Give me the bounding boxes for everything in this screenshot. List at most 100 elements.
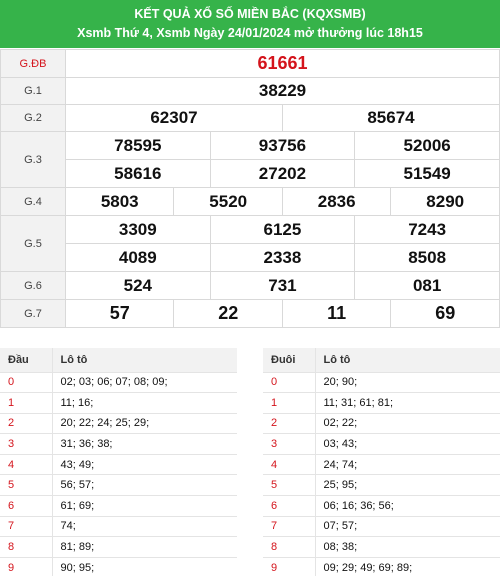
- loto-key: 5: [263, 474, 316, 497]
- prize-row-special: G.ĐB 61661: [0, 49, 500, 78]
- loto-values: 02; 22;: [315, 413, 500, 435]
- prize-row-third-cont: 58616 27202 51549: [1, 159, 500, 188]
- prize-label: G.7: [0, 299, 66, 328]
- prize-number: 5803: [64, 187, 175, 216]
- loto-key: 6: [0, 495, 53, 517]
- prize-number: 58616: [65, 159, 211, 188]
- table-row: 2 20; 22; 24; 25; 29;: [0, 413, 237, 435]
- table-row: 3 03; 43;: [263, 433, 500, 455]
- loto-values: 31; 36; 38;: [52, 433, 237, 455]
- table-row: 2 02; 22;: [263, 413, 500, 435]
- prize-row-third: G.3 78595 93756 52006: [0, 131, 500, 188]
- loto-values: 03; 43;: [315, 433, 500, 455]
- prize-number: 22: [173, 299, 283, 328]
- results-header: KẾT QUẢ XỔ SỐ MIỀN BẮC (KQXSMB) Xsmb Thứ…: [0, 0, 500, 48]
- loto-values: 90; 95;: [52, 557, 237, 576]
- loto-values: 24; 74;: [315, 454, 500, 476]
- loto-tail-col-key: Đuôi: [263, 348, 316, 373]
- prize-number: 78595: [65, 131, 211, 160]
- loto-key: 9: [0, 557, 53, 576]
- loto-values: 02; 03; 06; 07; 08; 09;: [52, 372, 237, 394]
- prize-number: 2338: [209, 243, 356, 272]
- table-row: 7 74;: [0, 516, 237, 538]
- prize-label: G.3: [0, 131, 66, 188]
- loto-head-col-values: Lô tô: [52, 348, 237, 373]
- prize-number: 27202: [209, 159, 356, 188]
- loto-key: 2: [263, 413, 316, 435]
- loto-values: 07; 57;: [315, 516, 500, 538]
- loto-values: 25; 95;: [315, 474, 500, 497]
- table-row: 9 90; 95;: [0, 557, 237, 576]
- prize-number: 52006: [354, 131, 500, 160]
- prize-table: G.ĐB 61661 G.1 38229 G.2 62307 85674 G.3…: [0, 49, 500, 328]
- table-row: 6 06; 16; 36; 56;: [263, 495, 500, 517]
- prize-row-sixth: G.6 524 731 081: [0, 271, 500, 300]
- loto-head-table: Đầu Lô tô 0 02; 03; 06; 07; 08; 09; 1 11; …: [0, 348, 237, 576]
- prize-number: 57: [64, 299, 175, 328]
- table-row: 8 08; 38;: [263, 536, 500, 558]
- table-row: 9 09; 29; 49; 69; 89;: [263, 557, 500, 576]
- prize-label: G.1: [0, 77, 66, 105]
- prize-number: 524: [65, 271, 211, 300]
- loto-values: 06; 16; 36; 56;: [315, 495, 500, 517]
- prize-row-fourth: G.4 5803 5520 2836 8290: [0, 187, 500, 216]
- prize-number: 85674: [281, 104, 500, 132]
- prize-number: 11: [281, 299, 392, 328]
- prize-number: 38229: [65, 77, 500, 105]
- loto-key: 8: [0, 536, 53, 558]
- prize-label: G.5: [0, 215, 66, 272]
- loto-key: 0: [263, 372, 316, 394]
- loto-key: 4: [263, 454, 316, 476]
- table-row: 0 20; 90;: [263, 372, 500, 394]
- prize-row-first: G.1 38229: [0, 77, 500, 105]
- loto-key: 0: [0, 372, 53, 394]
- prize-number: 6125: [209, 215, 356, 244]
- table-row: 1 11; 16;: [0, 392, 237, 414]
- prize-number: 62307: [65, 104, 283, 132]
- loto-tail-col-values: Lô tô: [315, 348, 500, 373]
- loto-head-col-key: Đầu: [0, 348, 53, 373]
- prize-label: G.2: [0, 104, 66, 132]
- table-row: 4 43; 49;: [0, 454, 237, 476]
- prize-row-seventh: G.7 57 22 11 69: [0, 299, 500, 328]
- loto-key: 1: [0, 392, 53, 414]
- loto-values: 74;: [52, 516, 237, 538]
- loto-values: 11; 16;: [52, 392, 237, 414]
- draw-subtitle: Xsmb Thứ 4, Xsmb Ngày 24/01/2024 mở thưở…: [77, 26, 423, 40]
- loto-key: 3: [263, 433, 316, 455]
- loto-key: 6: [263, 495, 316, 517]
- loto-values: 08; 38;: [315, 536, 500, 558]
- loto-values: 20; 22; 24; 25; 29;: [52, 413, 237, 435]
- prize-number: 5520: [173, 187, 283, 216]
- prize-number: 8290: [390, 187, 500, 216]
- table-row: 8 81; 89;: [0, 536, 237, 558]
- prize-label: G.6: [0, 271, 66, 300]
- prize-number: 4089: [65, 243, 211, 272]
- loto-values: 43; 49;: [52, 454, 237, 476]
- loto-key: 3: [0, 433, 53, 455]
- loto-key: 4: [0, 454, 53, 476]
- prize-number: 2836: [281, 187, 392, 216]
- loto-values: 81; 89;: [52, 536, 237, 558]
- prize-number: 7243: [354, 215, 500, 244]
- prize-number: 8508: [354, 243, 500, 272]
- loto-tail-table: Đuôi Lô tô 0 20; 90; 1 11; 31; 61; 81; 2 02…: [263, 348, 500, 576]
- loto-values: 11; 31; 61; 81;: [315, 392, 500, 414]
- table-row: 4 24; 74;: [263, 454, 500, 476]
- prize-number: 51549: [354, 159, 500, 188]
- table-row: 0 02; 03; 06; 07; 08; 09;: [0, 372, 237, 394]
- prize-number: 93756: [209, 131, 356, 160]
- loto-values: 20; 90;: [315, 372, 500, 394]
- table-row: 5 25; 95;: [263, 474, 500, 497]
- table-row: 5 56; 57;: [0, 474, 237, 497]
- prize-label: G.4: [0, 187, 66, 216]
- special-prize-number: 61661: [65, 49, 500, 78]
- table-row: 6 61; 69;: [0, 495, 237, 517]
- loto-key: 2: [0, 413, 53, 435]
- loto-key: 7: [0, 516, 53, 538]
- loto-values: 61; 69;: [52, 495, 237, 517]
- prize-number: 731: [209, 271, 356, 300]
- loto-values: 56; 57;: [52, 474, 237, 497]
- prize-label: G.ĐB: [0, 49, 66, 78]
- prize-row-fifth: G.5 3309 6125 7243: [0, 215, 500, 272]
